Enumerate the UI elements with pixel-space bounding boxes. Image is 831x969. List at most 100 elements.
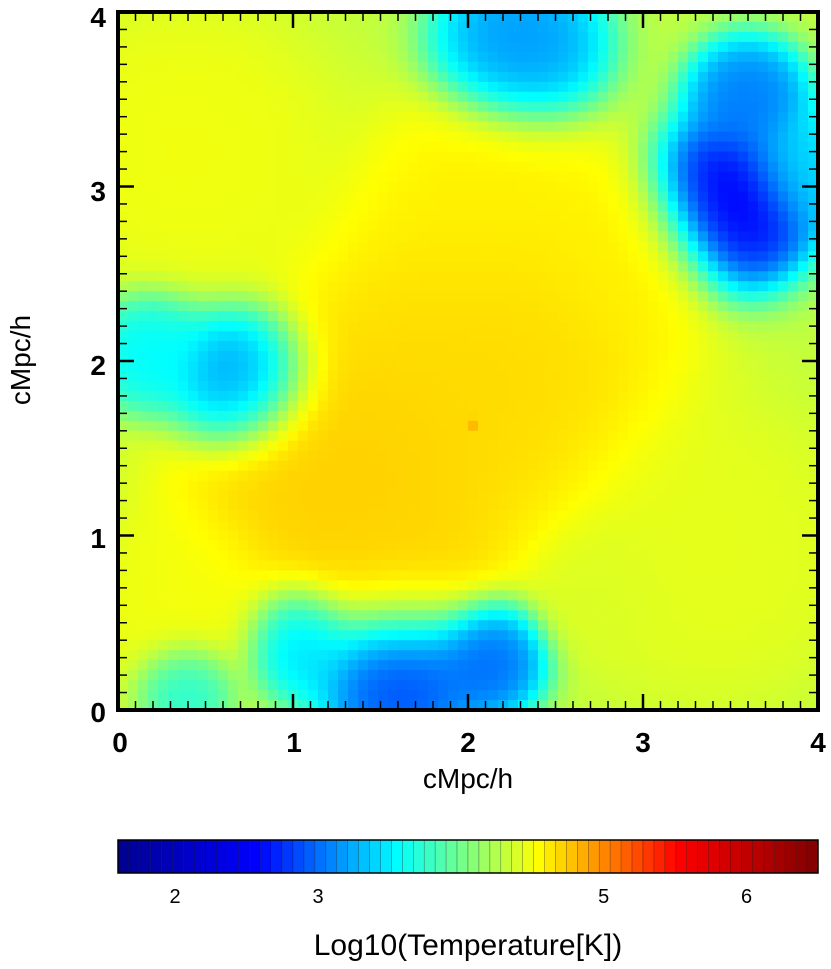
- heatmap-cell: [168, 670, 179, 681]
- heatmap-cell: [428, 570, 439, 581]
- heatmap-cell: [168, 181, 179, 193]
- heatmap-cell: [228, 690, 239, 701]
- heatmap-cell: [338, 111, 349, 123]
- heatmap-cell: [648, 620, 659, 631]
- heatmap-cell: [258, 191, 269, 203]
- heatmap-cell: [168, 261, 179, 272]
- heatmap-cell: [198, 251, 209, 262]
- heatmap-cell: [698, 201, 709, 213]
- heatmap-cell: [298, 640, 309, 651]
- heatmap-cell: [308, 420, 319, 432]
- heatmap-cell: [768, 570, 779, 581]
- heatmap-cell: [468, 640, 479, 651]
- heatmap-cell: [428, 500, 439, 512]
- heatmap-cell: [498, 61, 509, 73]
- heatmap-cell: [328, 560, 339, 571]
- heatmap-cell: [518, 131, 529, 143]
- heatmap-cell: [728, 530, 739, 542]
- heatmap-cell: [238, 151, 249, 163]
- heatmap-cell: [458, 430, 469, 442]
- heatmap-cell: [128, 450, 139, 462]
- heatmap-cell: [718, 620, 729, 631]
- heatmap-cell: [258, 261, 269, 272]
- heatmap-cell: [558, 271, 569, 282]
- heatmap-cell: [278, 61, 289, 73]
- heatmap-cell: [598, 271, 609, 282]
- heatmap-cell: [278, 241, 289, 252]
- heatmap-cell: [618, 410, 629, 422]
- heatmap-cell: [788, 630, 799, 641]
- heatmap-cell: [448, 131, 459, 143]
- heatmap-cell: [608, 131, 619, 143]
- heatmap-cell: [698, 570, 709, 581]
- heatmap-cell: [628, 51, 639, 63]
- heatmap-cell: [458, 351, 469, 362]
- heatmap-cell: [338, 41, 349, 53]
- heatmap-cell: [138, 341, 149, 352]
- heatmap-cell: [718, 590, 729, 601]
- heatmap-cell: [348, 181, 359, 193]
- heatmap-cell: [448, 351, 459, 362]
- heatmap-cell: [618, 690, 629, 701]
- heatmap-cell: [588, 470, 599, 482]
- heatmap-cell: [558, 500, 569, 512]
- heatmap-cell: [798, 231, 809, 242]
- heatmap-cell: [478, 520, 489, 532]
- heatmap-cell: [638, 680, 649, 691]
- heatmap-cell: [258, 131, 269, 143]
- heatmap-cell: [578, 570, 589, 581]
- heatmap-cell: [258, 331, 269, 342]
- heatmap-cell: [558, 570, 569, 581]
- heatmap-cell: [588, 600, 599, 611]
- heatmap-cell: [738, 241, 749, 252]
- heatmap-cell: [718, 101, 729, 113]
- heatmap-cell: [168, 41, 179, 53]
- heatmap-cell: [758, 31, 769, 43]
- heatmap-cell: [378, 580, 389, 591]
- heatmap-cell: [298, 410, 309, 422]
- heatmap-cell: [528, 410, 539, 422]
- heatmap-cell: [208, 261, 219, 272]
- heatmap-cell: [198, 141, 209, 153]
- heatmap-cell: [528, 111, 539, 123]
- heatmap-cell: [648, 420, 659, 432]
- heatmap-cell: [208, 410, 219, 422]
- heatmap-cell: [808, 580, 819, 591]
- heatmap-cell: [618, 430, 629, 442]
- heatmap-cell: [218, 500, 229, 512]
- heatmap-cell: [148, 530, 159, 542]
- heatmap-cell: [288, 141, 299, 153]
- heatmap-cell: [528, 161, 539, 173]
- heatmap-cell: [218, 650, 229, 661]
- heatmap-cell: [778, 291, 789, 302]
- heatmap-cell: [158, 370, 169, 382]
- heatmap-cell: [478, 111, 489, 123]
- heatmap-cell: [618, 620, 629, 631]
- heatmap-cell: [208, 690, 219, 701]
- heatmap-cell: [408, 490, 419, 502]
- heatmap-cell: [388, 161, 399, 173]
- heatmap-cell: [688, 480, 699, 492]
- heatmap-cell: [598, 331, 609, 342]
- heatmap-cell: [558, 321, 569, 332]
- heatmap-cell: [438, 281, 449, 292]
- heatmap-cell: [688, 520, 699, 532]
- heatmap-cell: [668, 470, 679, 482]
- heatmap-cell: [548, 670, 559, 681]
- heatmap-cell: [688, 410, 699, 422]
- heatmap-cell: [368, 141, 379, 153]
- heatmap-cell: [748, 580, 759, 591]
- heatmap-cell: [768, 700, 779, 711]
- heatmap-cell: [648, 480, 659, 492]
- heatmap-cell: [238, 570, 249, 581]
- heatmap-cell: [298, 161, 309, 173]
- heatmap-cell: [358, 331, 369, 342]
- heatmap-cell: [338, 440, 349, 452]
- heatmap-cell: [278, 530, 289, 542]
- heatmap-cell: [628, 470, 639, 482]
- heatmap-cell: [308, 560, 319, 571]
- heatmap-cell: [648, 650, 659, 661]
- heatmap-cell: [498, 380, 509, 392]
- heatmap-cell: [528, 690, 539, 701]
